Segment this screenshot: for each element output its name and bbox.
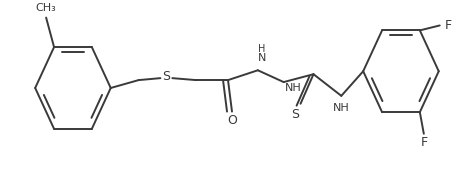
- Text: F: F: [420, 136, 426, 149]
- Text: NH: NH: [332, 103, 349, 113]
- Text: F: F: [444, 19, 451, 32]
- Text: NH: NH: [285, 83, 301, 93]
- Text: H: H: [257, 44, 265, 54]
- Text: N: N: [257, 54, 265, 63]
- Text: S: S: [162, 70, 170, 83]
- Text: CH₃: CH₃: [36, 3, 56, 13]
- Text: O: O: [227, 114, 236, 127]
- Text: S: S: [291, 108, 299, 121]
